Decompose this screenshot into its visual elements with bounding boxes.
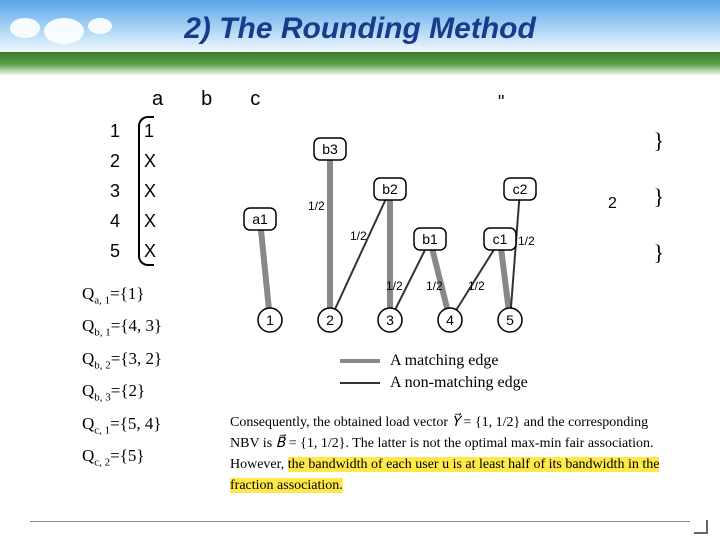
- highlighted-text: the bandwidth of each user u is at least…: [230, 457, 659, 493]
- table-row: 2X: [110, 146, 184, 176]
- q-item: Qc, 2={5}: [82, 446, 162, 468]
- svg-text:3: 3: [386, 312, 394, 328]
- svg-text:1/2: 1/2: [426, 279, 443, 293]
- svg-text:4: 4: [446, 312, 454, 328]
- table-row: 11: [110, 116, 184, 146]
- q-item: Qb, 1={4, 3}: [82, 316, 162, 338]
- svg-text:b1: b1: [422, 231, 438, 247]
- svg-text:2: 2: [326, 312, 334, 328]
- svg-text:1: 1: [266, 312, 274, 328]
- table-row: 3X: [110, 176, 184, 206]
- q-item: Qc, 1={5, 4}: [82, 414, 162, 436]
- svg-text:c2: c2: [513, 181, 528, 197]
- slide-title: 2) The Rounding Method: [0, 12, 720, 46]
- svg-text:5: 5: [506, 312, 514, 328]
- legend: A matching edge A non-matching edge: [340, 352, 528, 396]
- svg-text:1/2: 1/2: [350, 229, 367, 243]
- legend-match-swatch: [340, 359, 380, 363]
- svg-text:1/2: 1/2: [308, 199, 325, 213]
- svg-text:1/2: 1/2: [518, 234, 535, 248]
- paragraph: Consequently, the obtained load vector Y…: [230, 412, 670, 496]
- corner-icon: [694, 520, 708, 534]
- q-item: Qa, 1={1}: [82, 284, 162, 306]
- col-a: a: [152, 88, 163, 111]
- table-row: 4X: [110, 206, 184, 236]
- legend-nonmatch: A non-matching edge: [340, 374, 528, 392]
- footer-rule: [30, 521, 690, 522]
- table-row: 5X: [110, 236, 184, 266]
- q-item: Qb, 3={2}: [82, 381, 162, 403]
- column-headers: a b c: [152, 88, 260, 111]
- q-set-list: Qa, 1={1} Qb, 1={4, 3} Qb, 2={3, 2} Qb, …: [82, 284, 162, 478]
- grass-band: [0, 52, 720, 76]
- stray-two: 2: [608, 195, 617, 213]
- matrix-rows: 11 2X 3X 4X 5X: [110, 116, 184, 266]
- col-b: b: [201, 88, 212, 111]
- svg-text:b2: b2: [382, 181, 398, 197]
- right-braces: } } }: [653, 128, 664, 296]
- svg-text:1/2: 1/2: [468, 279, 485, 293]
- legend-nonmatch-swatch: [340, 382, 380, 384]
- svg-text:b3: b3: [322, 141, 338, 157]
- q-item: Qb, 2={3, 2}: [82, 349, 162, 371]
- bipartite-graph: 1/2 1/2 1/2 1/2 1/2 1/2 a1 b3 b2 b1 c2 c1 1 2 3 4 5: [220, 110, 620, 350]
- svg-text:a1: a1: [252, 211, 268, 227]
- svg-text:1/2: 1/2: [386, 279, 403, 293]
- svg-text:c1: c1: [493, 231, 508, 247]
- legend-match: A matching edge: [340, 352, 528, 370]
- col-c: c: [250, 88, 260, 111]
